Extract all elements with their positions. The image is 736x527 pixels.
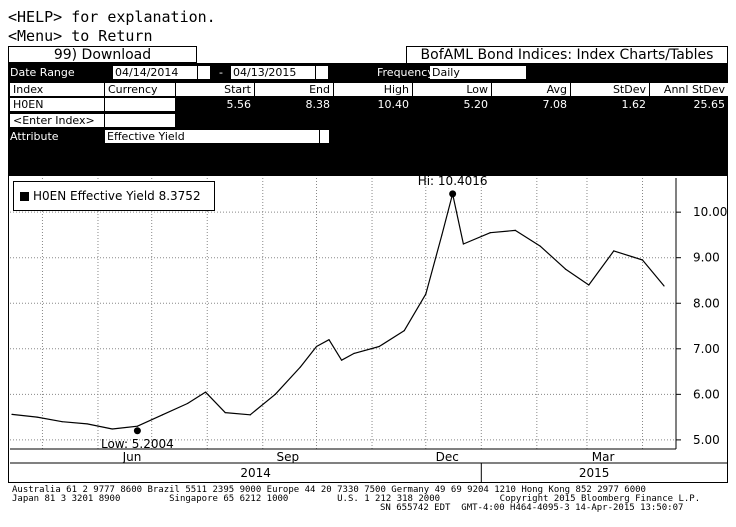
series-line bbox=[11, 193, 665, 430]
x-year-label: 2015 bbox=[579, 466, 610, 480]
help-hint: <HELP> for explanation. bbox=[8, 8, 216, 26]
date-range-label: Date Range bbox=[10, 66, 75, 79]
low-marker bbox=[133, 427, 141, 435]
attribute-select[interactable]: Effective Yield bbox=[105, 130, 319, 143]
date-range-separator: - bbox=[219, 66, 223, 79]
x-axis-band bbox=[10, 448, 727, 482]
legend-label: H0EN Effective Yield 8.3752 bbox=[33, 189, 201, 203]
data-point bbox=[663, 285, 665, 287]
value-end: 8.38 bbox=[305, 98, 331, 111]
header-stdev: StDev bbox=[571, 83, 649, 96]
value-low: 5.20 bbox=[463, 98, 489, 111]
data-point bbox=[136, 425, 138, 427]
attribute-label: Attribute bbox=[10, 130, 59, 143]
data-point bbox=[564, 268, 567, 270]
data-point bbox=[224, 411, 226, 414]
data-point bbox=[315, 345, 318, 348]
data-point bbox=[378, 345, 380, 348]
chart-legend: H0EN Effective Yield 8.3752 bbox=[13, 181, 215, 211]
high-annotation: Hi: 10.4016 bbox=[418, 174, 488, 188]
header-currency: Currency bbox=[105, 83, 175, 96]
footer-phone-line-2: Japan 81 3 3201 8900 Singapore 65 6212 1… bbox=[12, 494, 701, 504]
page-title: BofAML Bond Indices: Index Charts/Tables bbox=[406, 46, 728, 63]
data-point bbox=[489, 232, 491, 234]
value-stdev: 1.62 bbox=[621, 98, 647, 111]
data-point bbox=[613, 250, 615, 252]
y-tick-label: 9.00 bbox=[693, 251, 720, 265]
chart-grid bbox=[10, 178, 681, 449]
y-tick-label: 6.00 bbox=[693, 387, 720, 401]
header-end: End bbox=[255, 83, 333, 96]
enter-index-field[interactable]: <Enter Index> bbox=[10, 114, 104, 127]
data-point bbox=[403, 329, 405, 332]
chart-area bbox=[8, 175, 728, 483]
data-point bbox=[86, 423, 88, 425]
data-point bbox=[299, 366, 301, 368]
menu-hint: <Menu> to Return bbox=[8, 27, 153, 45]
start-date-field[interactable]: 04/14/2014 bbox=[113, 66, 197, 79]
y-tick-label: 10.00 bbox=[693, 205, 727, 219]
series-layer bbox=[11, 190, 665, 435]
data-point bbox=[588, 284, 590, 286]
x-tick-label: Mar bbox=[592, 450, 615, 464]
y-tick-label: 8.00 bbox=[693, 296, 720, 310]
header-annl-stdev: Annl StDev bbox=[650, 83, 728, 96]
frequency-label: Frequency bbox=[377, 66, 434, 79]
data-point bbox=[204, 391, 207, 393]
legend-swatch bbox=[20, 192, 29, 201]
x-year-label: 2014 bbox=[240, 466, 271, 480]
data-point bbox=[161, 414, 164, 416]
data-point bbox=[249, 414, 251, 416]
x-tick-label: Jun bbox=[122, 450, 142, 464]
data-point bbox=[462, 243, 464, 245]
value-start: 5.56 bbox=[226, 98, 252, 111]
data-point bbox=[539, 245, 542, 247]
header-start: Start bbox=[176, 83, 254, 96]
header-avg: Avg bbox=[492, 83, 570, 96]
end-date-field[interactable]: 04/13/2015 bbox=[231, 66, 315, 79]
data-point bbox=[340, 359, 343, 361]
x-tick-label: Sep bbox=[277, 450, 300, 464]
attribute-dropdown-toggle[interactable] bbox=[320, 130, 329, 143]
label-layer: 5.00 6.00 7.00 8.00 9.00 10.00 Jun Sep Dec Mar 201… bbox=[101, 174, 727, 480]
currency-field[interactable] bbox=[105, 98, 175, 111]
header-low: Low bbox=[413, 83, 491, 96]
low-annotation: Low: 5.2004 bbox=[101, 437, 174, 451]
data-point bbox=[353, 352, 355, 354]
index-ticker-field[interactable]: H0EN bbox=[10, 98, 104, 111]
data-point bbox=[514, 229, 516, 231]
data-point bbox=[36, 416, 38, 418]
data-point bbox=[61, 421, 63, 423]
footer-phone-line-1: Australia 61 2 9777 8600 Brazil 5511 239… bbox=[12, 485, 646, 495]
data-point bbox=[274, 393, 276, 395]
frequency-select[interactable]: Daily bbox=[430, 66, 526, 79]
value-high: 10.40 bbox=[377, 98, 410, 111]
data-point bbox=[11, 413, 13, 415]
value-annl-stdev: 25.65 bbox=[693, 98, 726, 111]
header-high: High bbox=[334, 83, 412, 96]
header-index: Index bbox=[10, 83, 104, 96]
start-date-picker[interactable] bbox=[198, 66, 210, 79]
download-button[interactable]: 99) Download bbox=[8, 46, 197, 63]
data-point bbox=[328, 339, 330, 341]
data-point bbox=[641, 259, 644, 261]
high-marker bbox=[449, 190, 457, 198]
data-point bbox=[186, 402, 189, 405]
data-point bbox=[441, 234, 443, 236]
enter-currency-field[interactable] bbox=[105, 114, 175, 127]
end-date-picker[interactable] bbox=[316, 66, 328, 79]
y-tick-label: 7.00 bbox=[693, 342, 720, 356]
footer-session-line: SN 655742 EDT GMT-4:00 H464-4095-3 14-Ap… bbox=[380, 503, 684, 513]
data-point bbox=[111, 428, 113, 430]
x-tick-label: Dec bbox=[436, 450, 459, 464]
value-avg: 7.08 bbox=[542, 98, 568, 111]
y-tick-label: 5.00 bbox=[693, 433, 720, 447]
data-point bbox=[425, 293, 427, 295]
